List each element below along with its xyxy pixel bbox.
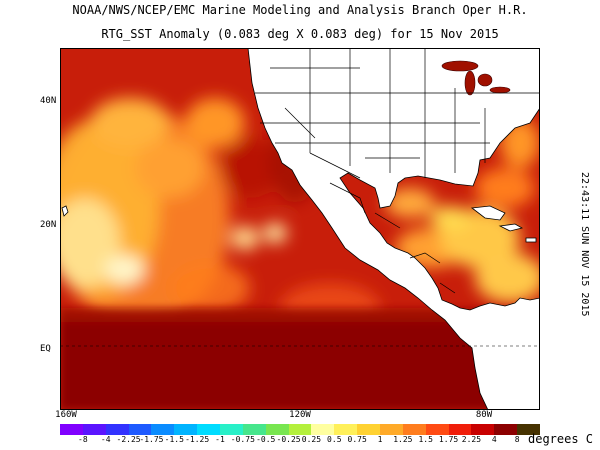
colorbar-swatch <box>494 424 518 435</box>
lon-label-160w: 160W <box>55 410 77 420</box>
colorbar-tick-label: -1.5 <box>164 435 184 444</box>
great-lakes <box>441 60 511 96</box>
lat-label-40n: 40N <box>40 96 57 106</box>
colorbar <box>60 424 541 435</box>
colorbar-tick-label: -0.5 <box>256 435 276 444</box>
colorbar-swatch <box>151 424 175 435</box>
equatorial-warm-band <box>60 308 540 410</box>
colorbar-swatch <box>425 424 449 435</box>
colorbar-tick-label: -8 <box>78 435 88 444</box>
colorbar-swatch <box>448 424 472 435</box>
state-borders <box>255 48 540 179</box>
lon-label-120w: 120W <box>289 410 311 420</box>
colorbar-swatch <box>380 424 403 435</box>
lon-label-80w: 80W <box>475 410 493 420</box>
colorbar-tick-label: 1.25 <box>393 435 413 444</box>
colorbar-tick-label: 2.25 <box>461 435 482 444</box>
colorbar-tick-label: -1.75 <box>139 435 164 444</box>
colorbar-tick-label: 8 <box>514 435 520 444</box>
generation-timestamp: 22:43:11 SUN NOV 15 2015 <box>579 172 590 317</box>
lat-label-eq: EQ <box>40 344 51 354</box>
colorbar-swatch <box>60 424 83 435</box>
colorbar-tick-label: -1 <box>215 435 225 444</box>
colorbar-tick-label: -0.75 <box>230 435 255 444</box>
lat-label-20n: 20N <box>40 220 57 230</box>
colorbar-ticks: -8 -4 -2.25 -1.75 -1.5 -1.25 -1 -0.75 -0.5 -0.25 0… <box>60 435 540 447</box>
colorbar-tick-label: 1.75 <box>438 435 459 444</box>
sst-anomaly-map <box>60 48 540 410</box>
colorbar-swatch <box>220 424 243 435</box>
colorbar-tick-label: -4 <box>100 435 111 444</box>
colorbar-tick-label: 1.5 <box>418 435 433 444</box>
colorbar-tick-label: -2.25 <box>116 435 141 444</box>
map-title-line2: RTG_SST Anomaly (0.083 deg X 0.083 deg) … <box>101 27 499 41</box>
colorbar-tick-label: 0.75 <box>347 435 367 444</box>
colorbar-unit-label: degrees C <box>528 432 594 446</box>
colorbar-swatch <box>82 424 106 435</box>
colorbar-swatch <box>311 424 335 435</box>
colorbar-swatch <box>174 424 198 435</box>
colorbar-swatch <box>265 424 289 435</box>
colorbar-swatch <box>517 424 541 435</box>
colorbar-swatch <box>242 424 266 435</box>
colorbar-swatch <box>128 424 152 435</box>
colorbar-tick-label: 0.25 <box>301 435 322 444</box>
colorbar-tick-label: 1 <box>377 435 383 444</box>
colorbar-swatch <box>288 424 312 435</box>
colorbar-tick-label: 0.5 <box>327 435 342 444</box>
colorbar-swatch <box>197 424 221 435</box>
colorbar-tick-label: -0.25 <box>276 435 301 444</box>
map-frame <box>60 48 540 410</box>
colorbar-swatch <box>105 424 129 435</box>
mexico-borders <box>329 182 456 294</box>
colorbar-tick-label: -1.25 <box>185 435 210 444</box>
colorbar-tick-label: 4 <box>491 435 497 444</box>
map-title-line1: NOAA/NWS/NCEP/EMC Marine Modeling and An… <box>72 3 528 17</box>
colorbar-swatch <box>471 424 495 435</box>
colorbar-swatch <box>334 424 358 435</box>
colorbar-swatch <box>402 424 426 435</box>
colorbar-swatch <box>357 424 381 435</box>
